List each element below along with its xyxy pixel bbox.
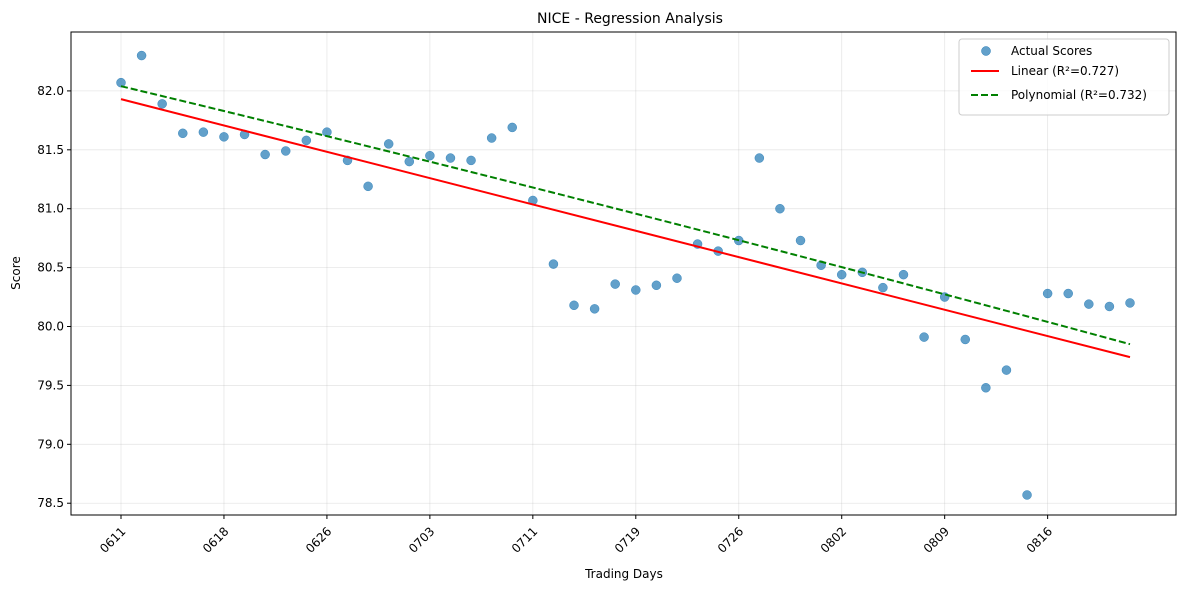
scatter-point [610, 279, 620, 289]
scatter-point [116, 77, 126, 88]
scatter-point [836, 269, 847, 280]
y-tick-label: 78.5 [37, 496, 64, 510]
scatter-point [672, 273, 682, 283]
y-tick-label: 80.0 [37, 320, 64, 334]
scatter-point [260, 149, 270, 160]
scatter-point [548, 259, 559, 269]
scatter-point [898, 269, 909, 280]
scatter-point [363, 181, 373, 192]
scatter-point [1001, 365, 1012, 375]
scatter-point [754, 153, 765, 163]
plot-data [116, 50, 1135, 500]
scatter-point [219, 132, 229, 142]
chart-title: NICE - Regression Analysis [537, 11, 723, 27]
scatter-point [878, 282, 888, 293]
scatter-point [507, 122, 517, 133]
scatter-point [589, 304, 600, 314]
scatter-point [1042, 288, 1053, 299]
scatter-point [1104, 301, 1115, 312]
scatter-point [301, 135, 312, 146]
scatter-point [383, 139, 394, 149]
legend-label-linear: Linear (R²=0.727) [1011, 64, 1119, 78]
scatter-point [404, 156, 415, 167]
scatter-point [631, 285, 641, 295]
y-tick-label: 82.0 [37, 84, 64, 98]
y-tick-label: 79.5 [37, 378, 64, 392]
y-tick-label: 79.0 [37, 437, 64, 451]
y-tick-label: 80.5 [37, 261, 64, 275]
y-axis-title: Score [9, 256, 23, 290]
scatter-point [136, 50, 147, 61]
scatter-point [198, 127, 209, 137]
legend: Actual Scores Linear (R²=0.727) Polynomial… [958, 38, 1170, 116]
scatter-point [1084, 299, 1094, 309]
legend-box [958, 38, 1170, 116]
scatter-point [960, 334, 971, 345]
scatter-point [425, 150, 435, 161]
scatter-point [919, 332, 929, 342]
scatter-point [1063, 288, 1073, 299]
linear-fit-line [120, 98, 1131, 359]
scatter-point [651, 280, 662, 291]
grid [71, 32, 1176, 515]
plot-frame [70, 31, 1177, 516]
y-tick-label: 81.5 [37, 143, 64, 157]
legend-label-actual: Actual Scores [1011, 44, 1092, 58]
polynomial-fit-line [120, 85, 1131, 346]
scatter-point [157, 99, 167, 109]
scatter-point [178, 128, 188, 139]
scatter-point [569, 300, 579, 311]
scatter-point [795, 235, 806, 246]
scatter-point [280, 146, 291, 156]
scatter-point [775, 203, 785, 214]
legend-marker-actual [981, 46, 991, 56]
scatter-point [981, 383, 991, 393]
scatter-point [1125, 298, 1135, 308]
scatter-point [445, 153, 456, 163]
scatter-point [466, 155, 476, 166]
scatter-point [486, 133, 497, 143]
y-tick-label: 81.0 [37, 202, 64, 216]
x-axis-title: Trading Days [584, 567, 663, 581]
scatter-point [1022, 490, 1032, 500]
legend-label-polynomial: Polynomial (R²=0.732) [1011, 88, 1147, 102]
